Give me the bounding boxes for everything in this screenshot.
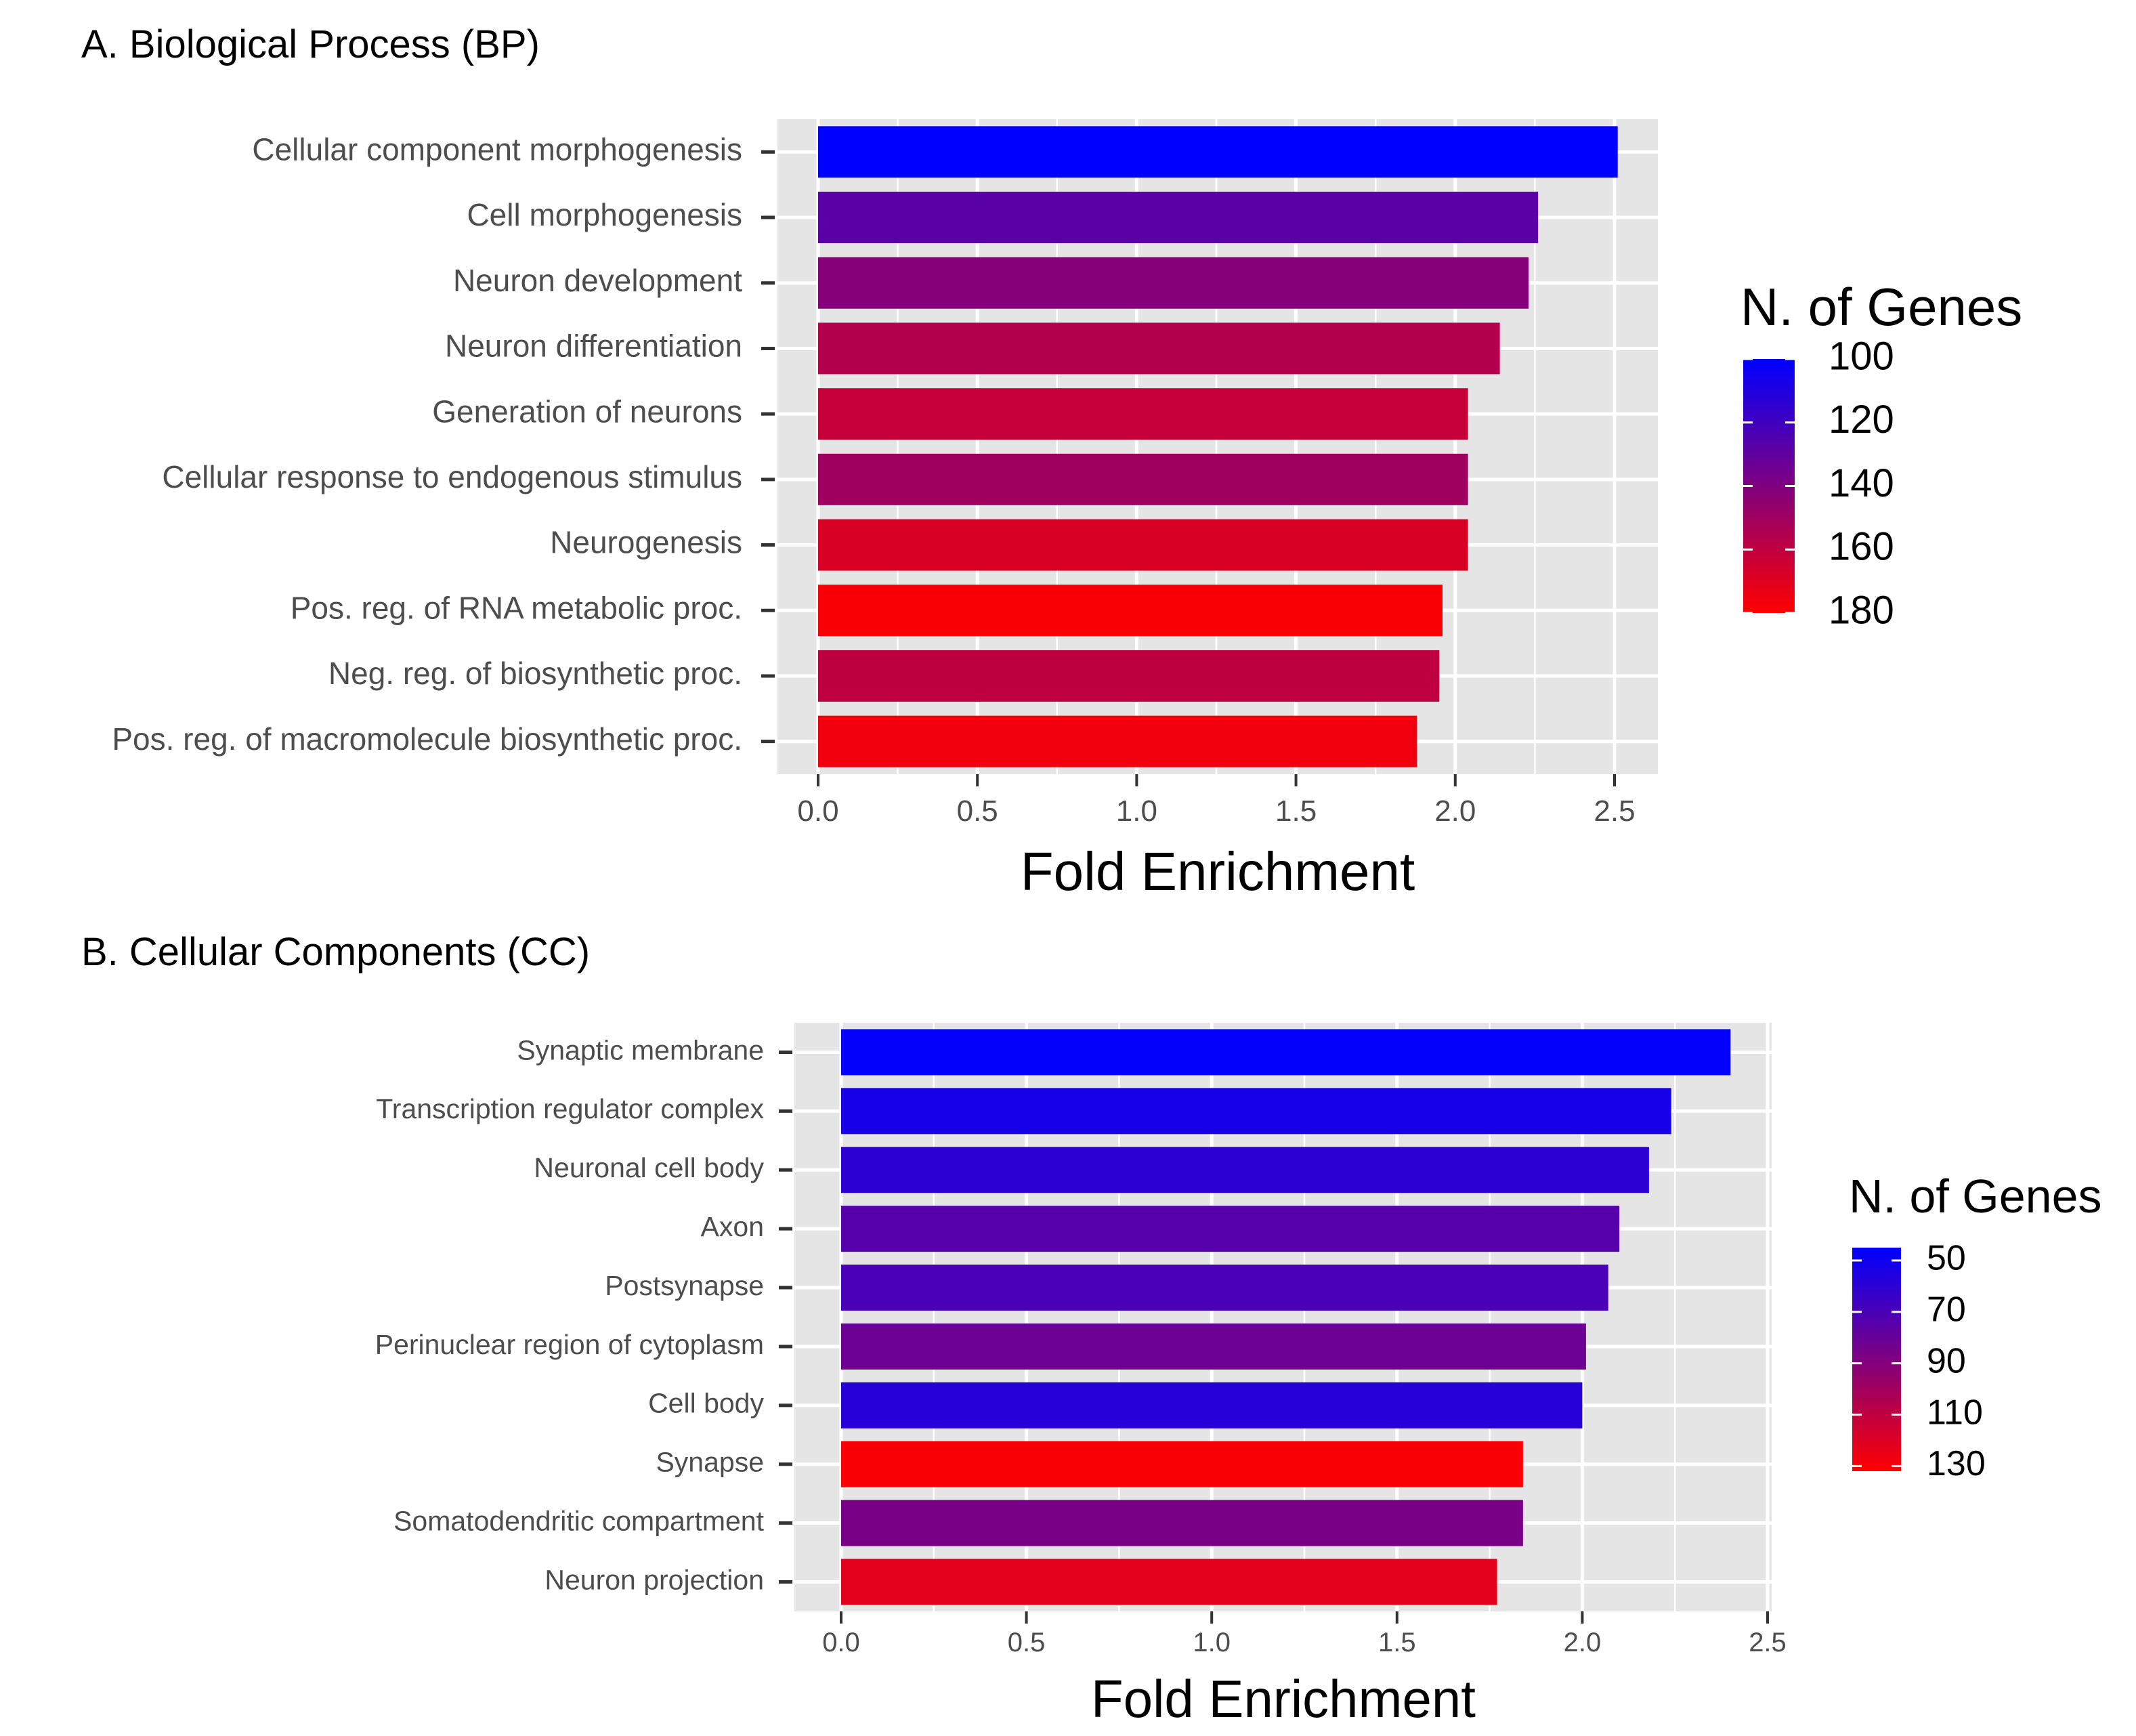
- category-label: Generation of neurons: [432, 394, 742, 429]
- legend-tick-label: 180: [1829, 588, 1894, 632]
- x-axis-title-bp: Fold Enrichment: [1021, 841, 1415, 902]
- x-tick-label: 0.0: [822, 1628, 860, 1657]
- legend-tick-label: 100: [1829, 334, 1894, 378]
- legend-tick-label: 90: [1927, 1341, 1966, 1380]
- bar: [818, 126, 1618, 178]
- bars-bp: [818, 126, 1618, 767]
- category-label: Synapse: [656, 1447, 764, 1478]
- panel-title-cc: B. Cellular Components (CC): [81, 930, 590, 974]
- x-tick-label: 2.5: [1594, 795, 1635, 828]
- legend-tick-label: 140: [1829, 461, 1894, 505]
- bar: [841, 1088, 1671, 1135]
- x-tick-label: 2.5: [1749, 1628, 1787, 1657]
- bars-cc: [841, 1029, 1731, 1605]
- category-label: Neuron development: [453, 263, 742, 298]
- y-ticks-cc: [779, 1050, 792, 1584]
- legend-ticks-cc: 50 70 90 110 130: [1852, 1239, 1986, 1483]
- category-label: Cell body: [648, 1388, 764, 1419]
- category-label: Transcription regulator complex: [376, 1093, 764, 1124]
- x-tick-label: 1.0: [1193, 1628, 1231, 1657]
- bar: [841, 1147, 1649, 1193]
- x-axis-title-cc: Fold Enrichment: [1091, 1669, 1476, 1729]
- legend-cc: N. of Genes 50 70 90 110 130: [1849, 1170, 2102, 1483]
- x-tick-label: 2.0: [1434, 795, 1476, 828]
- category-label: Postsynapse: [605, 1270, 764, 1301]
- legend-tick-label: 130: [1927, 1444, 1986, 1483]
- legend-tick-label: 160: [1829, 525, 1894, 569]
- bar: [841, 1559, 1497, 1605]
- category-label: Cellular component morphogenesis: [252, 132, 742, 167]
- x-tick-label: 0.0: [797, 795, 838, 828]
- legend-bp: N. of Genes 100 120 140 160 180: [1740, 277, 2022, 632]
- x-tick-label: 1.5: [1275, 795, 1317, 828]
- x-tick-label: 1.5: [1378, 1628, 1416, 1657]
- bar: [818, 585, 1443, 637]
- category-label: Somatodendritic compartment: [393, 1505, 765, 1536]
- category-label: Neg. reg. of biosynthetic proc.: [328, 656, 742, 691]
- category-labels-bp: Cellular component morphogenesis Cell mor…: [112, 132, 742, 757]
- bar: [841, 1323, 1586, 1370]
- category-label: Cell morphogenesis: [467, 197, 742, 232]
- category-label: Cellular response to endogenous stimulus: [162, 459, 742, 494]
- legend-tick-label: 50: [1927, 1239, 1966, 1278]
- bar: [818, 322, 1500, 375]
- bar: [841, 1382, 1583, 1428]
- x-ticks-bp: 0.0 0.5 1.0 1.5 2.0 2.5: [797, 774, 1636, 828]
- legend-title-cc: N. of Genes: [1849, 1170, 2102, 1223]
- bar: [818, 388, 1468, 440]
- category-label: Perinuclear region of cytoplasm: [375, 1329, 764, 1360]
- category-label: Neuron differentiation: [445, 329, 742, 364]
- bar: [841, 1265, 1608, 1311]
- x-tick-label: 0.5: [1008, 1628, 1046, 1657]
- bar: [818, 257, 1529, 309]
- colorbar-cc: [1852, 1248, 1901, 1471]
- category-label: Pos. reg. of macromolecule biosynthetic …: [112, 721, 742, 757]
- panel-cc: B. Cellular Components (CC) Synaptic mem…: [81, 930, 2102, 1729]
- category-label: Synaptic membrane: [517, 1034, 764, 1065]
- bar: [818, 715, 1417, 767]
- x-tick-label: 1.0: [1116, 795, 1157, 828]
- category-label: Neurogenesis: [550, 525, 742, 560]
- bar: [841, 1029, 1731, 1076]
- category-label: Pos. reg. of RNA metabolic proc.: [291, 590, 742, 625]
- bar: [818, 192, 1539, 244]
- category-label: Neuron projection: [544, 1564, 764, 1595]
- legend-ticks-bp: 100 120 140 160 180: [1743, 334, 1894, 632]
- legend-title-bp: N. of Genes: [1740, 277, 2022, 337]
- x-tick-label: 0.5: [957, 795, 998, 828]
- bar: [841, 1441, 1523, 1487]
- bar: [818, 453, 1468, 505]
- panel-bp: A. Biological Process (BP) Cellular comp…: [81, 22, 2022, 902]
- legend-tick-label: 70: [1927, 1290, 1966, 1330]
- panel-title-bp: A. Biological Process (BP): [81, 22, 540, 66]
- category-label: Neuronal cell body: [534, 1152, 764, 1183]
- x-tick-label: 2.0: [1564, 1628, 1602, 1657]
- bar: [841, 1500, 1523, 1546]
- bar: [818, 650, 1440, 702]
- legend-tick-label: 120: [1829, 398, 1894, 442]
- legend-tick-label: 110: [1927, 1393, 1983, 1432]
- y-ticks-bp: [761, 150, 775, 744]
- category-labels-cc: Synaptic membrane Transcription regulator…: [375, 1034, 765, 1595]
- x-ticks-cc: 0.0 0.5 1.0 1.5 2.0 2.5: [822, 1611, 1787, 1657]
- category-label: Axon: [701, 1211, 764, 1242]
- bar: [818, 519, 1468, 571]
- bar: [841, 1206, 1620, 1252]
